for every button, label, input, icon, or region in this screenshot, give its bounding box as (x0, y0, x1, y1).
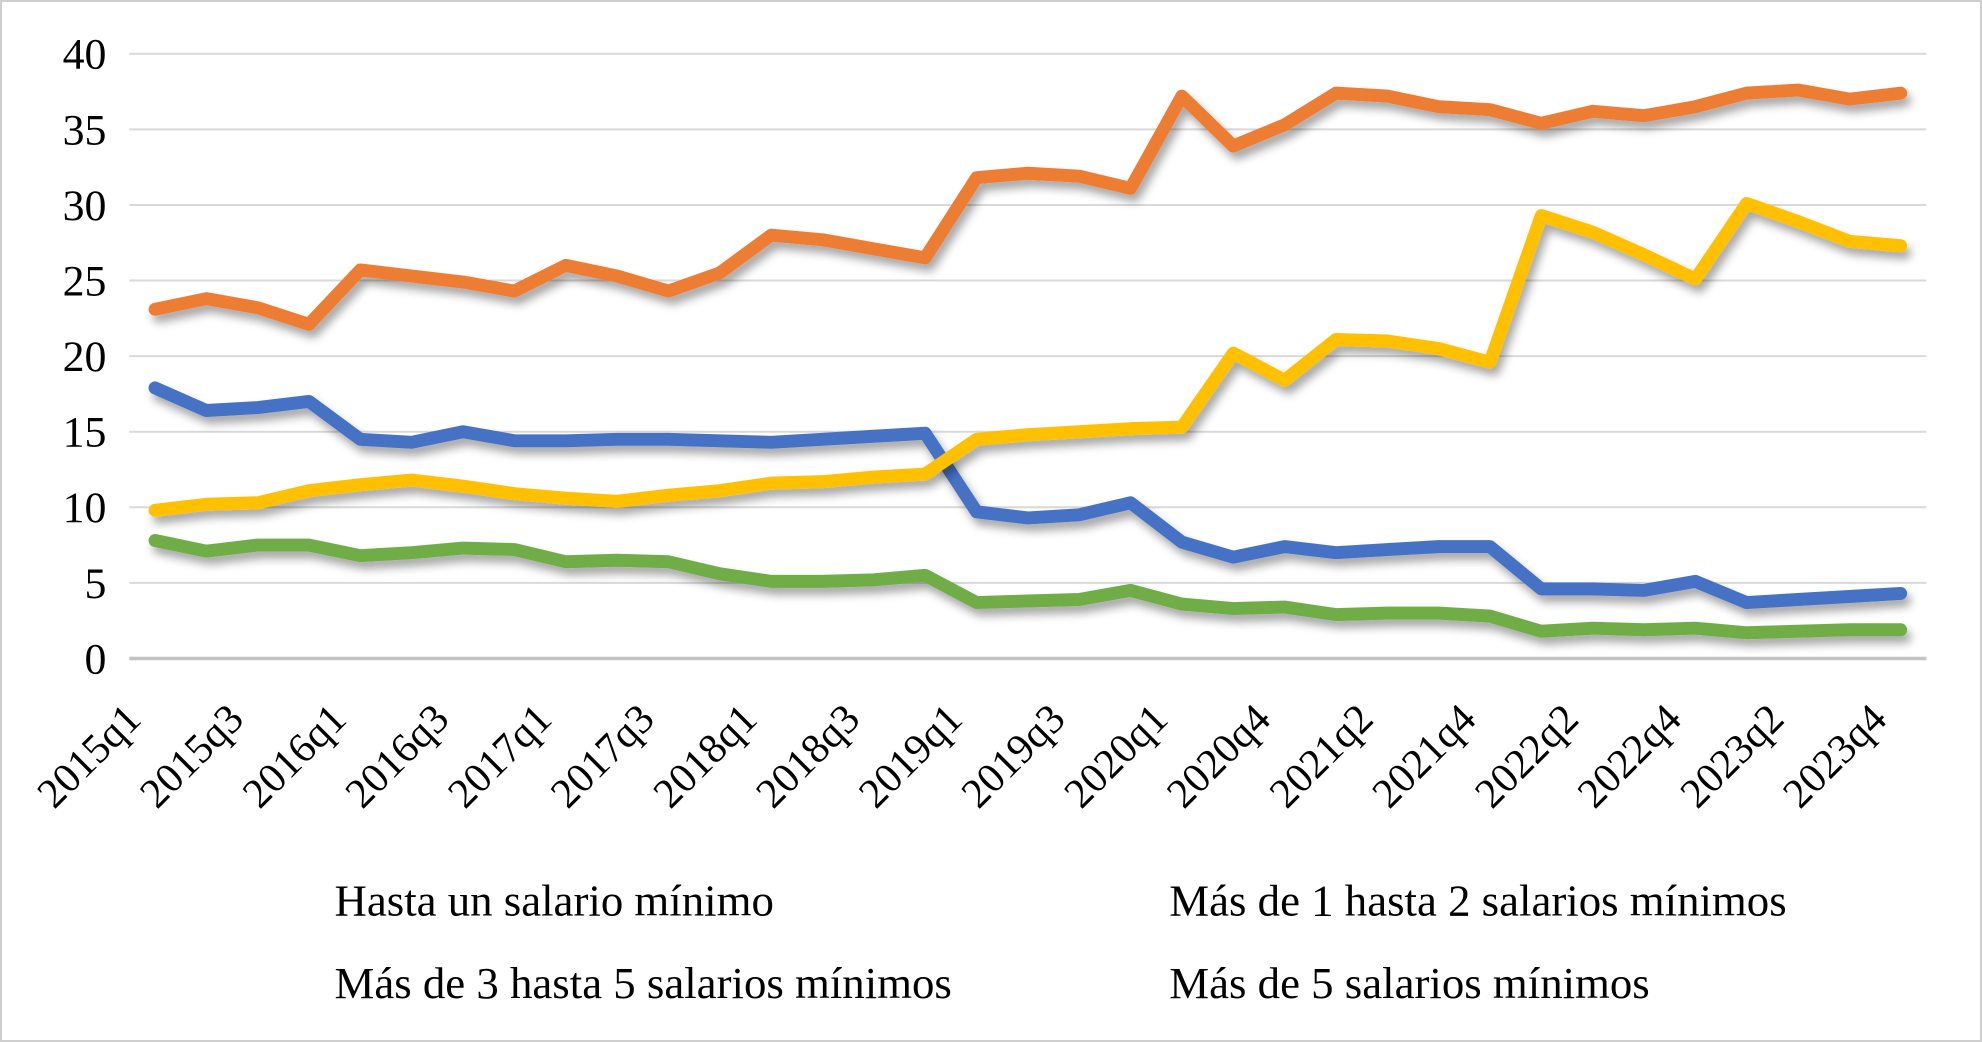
legend-label: Más de 1 hasta 2 salarios mínimos (1169, 875, 1786, 925)
y-tick-label: 40 (63, 31, 107, 79)
legend-label: Más de 3 hasta 5 salarios mínimos (335, 958, 952, 1008)
y-axis-labels: 0 5 10 15 20 25 30 35 40 (63, 31, 107, 684)
series-lines (148, 83, 1908, 640)
series-line-hasta-un-salario-minimo (148, 196, 1908, 517)
legend-label: Hasta un salario mínimo (335, 875, 774, 925)
y-tick-label: 0 (84, 635, 106, 683)
series-line-mas-de-3-hasta-5-salarios-minimos (148, 381, 1908, 610)
gridlines (129, 52, 1927, 661)
series-line-mas-de-1-hasta-2-salarios-minimos (148, 83, 1908, 331)
y-tick-label: 25 (63, 257, 107, 305)
legend-item-mas-de-3-hasta-5-salarios-minimos: Más de 3 hasta 5 salarios mínimos (158, 958, 952, 1008)
y-tick-label: 35 (63, 106, 107, 154)
legend-item-hasta-un-salario-minimo: Hasta un salario mínimo (158, 875, 774, 925)
legend-label: Más de 5 salarios mínimos (1169, 958, 1649, 1008)
legend-item-mas-de-1-hasta-2-salarios-minimos: Más de 1 hasta 2 salarios mínimos (998, 875, 1787, 925)
y-tick-label: 10 (63, 484, 107, 532)
y-tick-label: 20 (63, 333, 107, 381)
series-line-mas-de-5-salarios-minimos (148, 534, 1908, 640)
y-tick-label: 5 (84, 560, 106, 608)
y-tick-label: 15 (63, 409, 107, 457)
y-tick-label: 30 (63, 182, 107, 230)
legend: Hasta un salario mínimo Más de 1 hasta 2 … (158, 875, 1787, 1008)
legend-item-mas-de-5-salarios-minimos: Más de 5 salarios mínimos (998, 958, 1650, 1008)
